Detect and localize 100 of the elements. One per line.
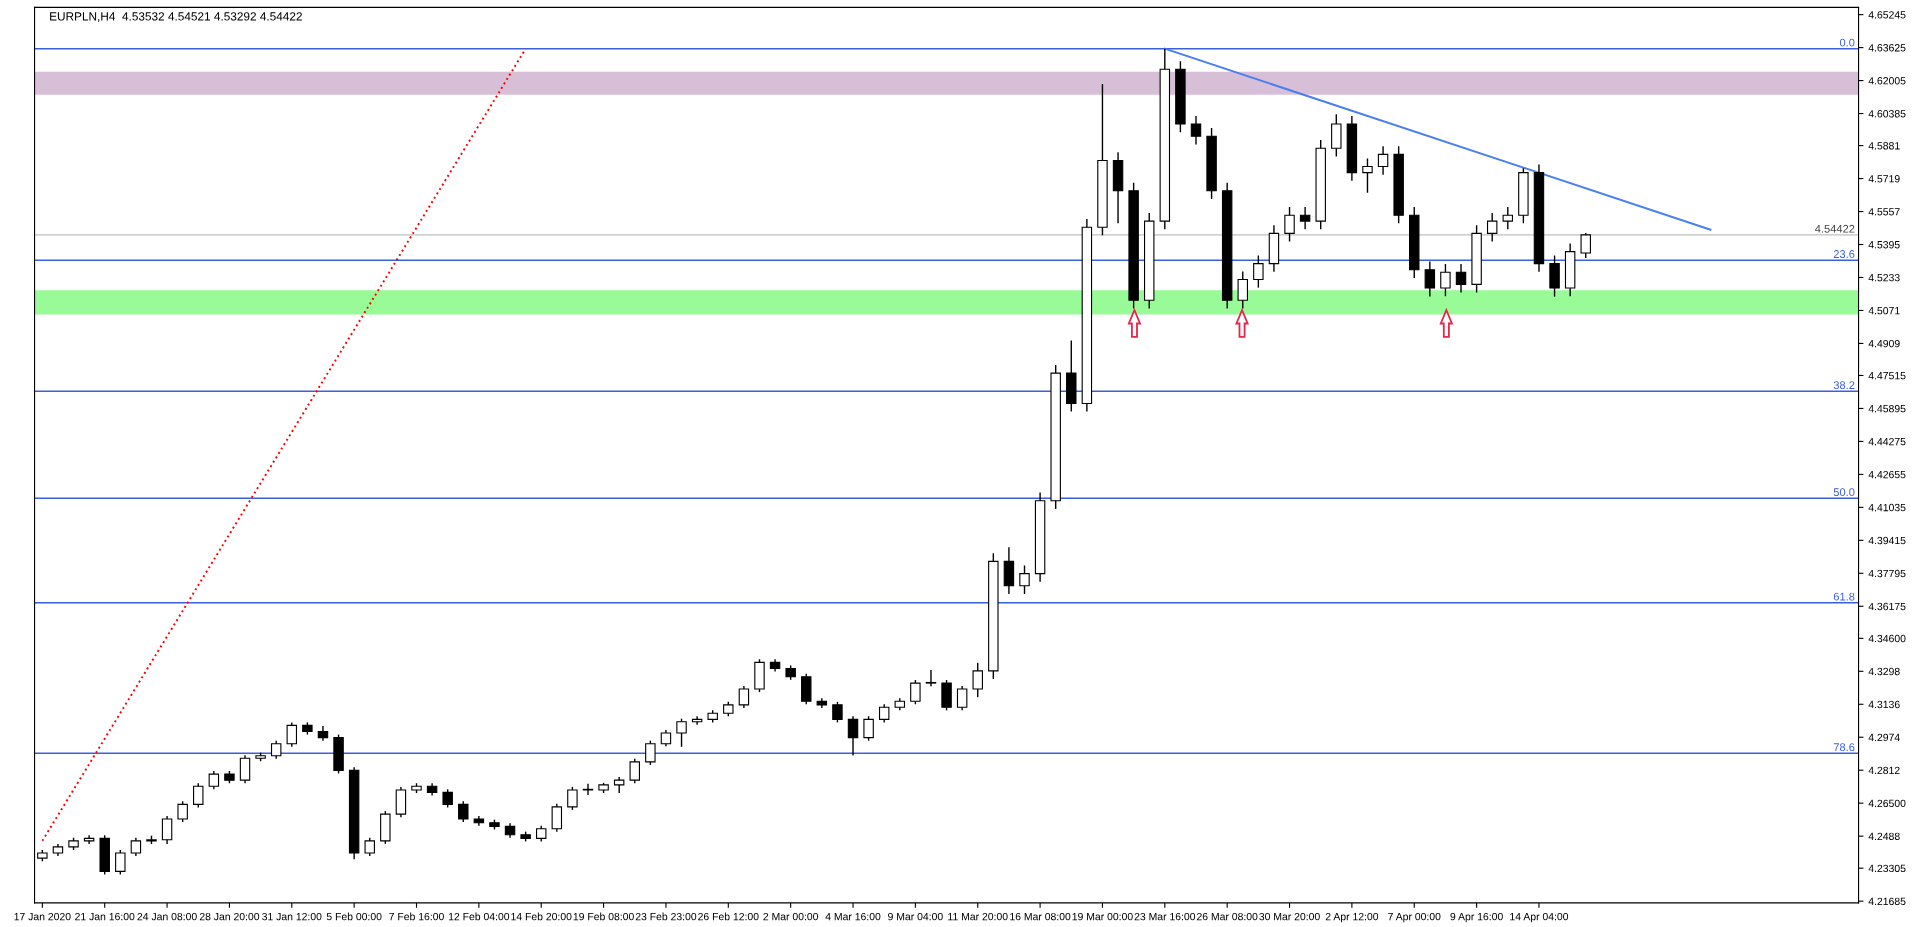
x-tick-label: 9 Apr 16:00 (1450, 912, 1503, 923)
x-tick-label: 7 Apr 00:00 (1388, 912, 1441, 923)
candlestick (1284, 206, 1295, 243)
x-tick-label: 24 Jan 08:00 (137, 912, 197, 921)
candlestick (1486, 212, 1498, 243)
x-tick-label: 16 Mar 08:00 (1010, 912, 1071, 921)
y-tick-label: 4.36175 (1868, 602, 1906, 611)
candlestick (910, 679, 921, 705)
y-tick-label: 4.2488 (1868, 832, 1900, 841)
candlestick (239, 754, 251, 784)
x-tick-label: 19 Mar 00:00 (1072, 912, 1133, 921)
y-tick-label: 4.3136 (1868, 700, 1900, 709)
y-tick-label: 4.44275 (1868, 437, 1906, 446)
candlestick (925, 669, 937, 687)
x-tick-label: 11 Mar 20:00 (948, 912, 1008, 921)
x-tick-label: 9 Mar 04:00 (888, 912, 943, 921)
y-tick-label: 4.34600 (1868, 634, 1906, 643)
candlestick (364, 837, 375, 857)
candlestick (130, 837, 142, 857)
candlestick (1362, 157, 1373, 194)
x-tick-label: 4 Mar 16:00 (825, 912, 881, 921)
y-tick-label: 4.42655 (1868, 470, 1906, 479)
candlestick (1502, 206, 1514, 230)
candlestick (629, 758, 640, 784)
x-tick-label: 23 Mar 16:00 (1134, 912, 1196, 921)
candlestick (1190, 115, 1202, 146)
y-tick-label: 4.3298 (1868, 667, 1900, 676)
candlestick (1299, 206, 1311, 230)
y-tick-label: 4.23305 (1868, 864, 1906, 873)
candlestick (1440, 263, 1451, 297)
candlestick (1455, 263, 1467, 294)
y-tick-label: 4.5395 (1868, 241, 1900, 249)
candlestick (1424, 260, 1436, 298)
annotation: 0.0 (1839, 38, 1855, 47)
candlestick (286, 721, 298, 748)
x-tick-label: 19 Feb 08:00 (573, 912, 634, 921)
annotation: 23.6 (1833, 250, 1855, 258)
y-tick-label: 4.39415 (1868, 536, 1906, 545)
y-tick-label: 4.5071 (1868, 306, 1900, 315)
y-tick-label: 4.65245 (1868, 11, 1906, 19)
x-tick-label: 23 Feb 23:00 (635, 912, 697, 921)
y-tick-label: 4.63625 (1868, 44, 1906, 52)
candlestick (645, 739, 656, 766)
y-tick-label: 4.21685 (1868, 897, 1906, 906)
y-tick-label: 4.26500 (1868, 799, 1906, 808)
x-tick-label: 12 Feb 04:00 (448, 912, 510, 921)
y-tick-label: 4.41035 (1868, 503, 1906, 512)
candlestick (208, 770, 220, 791)
candlestick (551, 803, 563, 833)
candlestick (177, 800, 188, 823)
x-tick-label: 7 Feb 16:00 (389, 912, 444, 921)
ref-line-label: 4.54422 (1815, 224, 1855, 233)
x-tick-label: 14 Feb 20:00 (511, 912, 572, 921)
candlestick (115, 849, 126, 876)
y-tick-label: 4.45895 (1868, 404, 1906, 413)
candlestick (1580, 232, 1591, 259)
candlestick (738, 685, 750, 709)
candlestick (832, 701, 843, 724)
candlestick (458, 800, 469, 823)
x-tick-label: 31 Jan 12:00 (262, 912, 322, 921)
x-tick-label: 17 Jan 2020 (14, 912, 71, 921)
candlestick (1253, 254, 1264, 289)
candlestick (676, 718, 687, 748)
y-tick-label: 4.37795 (1868, 569, 1906, 578)
candlestick (567, 786, 578, 811)
y-tick-label: 4.2812 (1868, 766, 1900, 775)
x-tick-label: 2 Apr 12:00 (1325, 912, 1379, 923)
x-tick-label: 21 Jan 16:00 (75, 912, 135, 921)
candlestick (582, 783, 594, 796)
annotation: 78.6 (1833, 743, 1855, 752)
candlestick (878, 703, 890, 724)
annotation: 38.2 (1833, 381, 1855, 390)
y-tick-label: 4.4909 (1868, 339, 1900, 348)
y-tick-label: 4.5233 (1868, 273, 1900, 282)
y-tick-label: 4.62005 (1868, 77, 1906, 85)
y-tick-label: 4.5557 (1868, 208, 1900, 216)
x-tick-label: 28 Jan 20:00 (199, 912, 260, 921)
candlestick (613, 776, 625, 794)
x-tick-label: 26 Mar 08:00 (1197, 912, 1258, 921)
candlestick (193, 782, 204, 809)
candlestick (270, 739, 282, 760)
x-tick-label: 26 Feb 12:00 (698, 912, 759, 921)
x-tick-label: 5 Feb 00:00 (326, 912, 382, 921)
candlestick (972, 662, 983, 698)
x-tick-label: 30 Mar 20:00 (1259, 912, 1320, 921)
x-tick-label: 2 Mar 00:00 (763, 912, 819, 921)
candlestick (1019, 564, 1030, 595)
y-tick-label: 4.60385 (1868, 110, 1906, 118)
candlestick (863, 715, 874, 742)
y-tick-label: 4.5881 (1868, 142, 1900, 150)
candlestick (956, 685, 968, 712)
y-tick-label: 4.47515 (1868, 372, 1906, 380)
y-tick-label: 4.2974 (1868, 733, 1900, 742)
candlestick (847, 715, 859, 757)
annotation: 61.8 (1833, 592, 1855, 601)
chart-title: EURPLN,H4 4.53532 4.54521 4.53292 4.54422 (50, 12, 302, 22)
candlestick (1377, 145, 1389, 176)
y-tick-label: 4.5719 (1868, 175, 1900, 183)
candlestick (442, 788, 453, 809)
x-tick-label: 14 Apr 04:00 (1510, 912, 1569, 923)
